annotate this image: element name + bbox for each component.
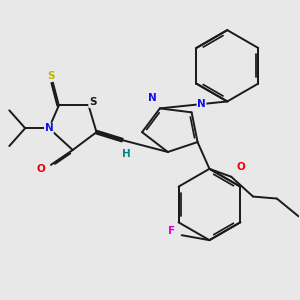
Text: O: O [237, 162, 245, 172]
Text: N: N [197, 99, 206, 110]
Text: O: O [37, 164, 45, 174]
Text: H: H [122, 149, 130, 159]
Text: S: S [47, 71, 55, 81]
Text: N: N [45, 123, 53, 133]
Text: F: F [168, 226, 175, 236]
Text: N: N [148, 94, 156, 103]
Text: S: S [89, 98, 96, 107]
